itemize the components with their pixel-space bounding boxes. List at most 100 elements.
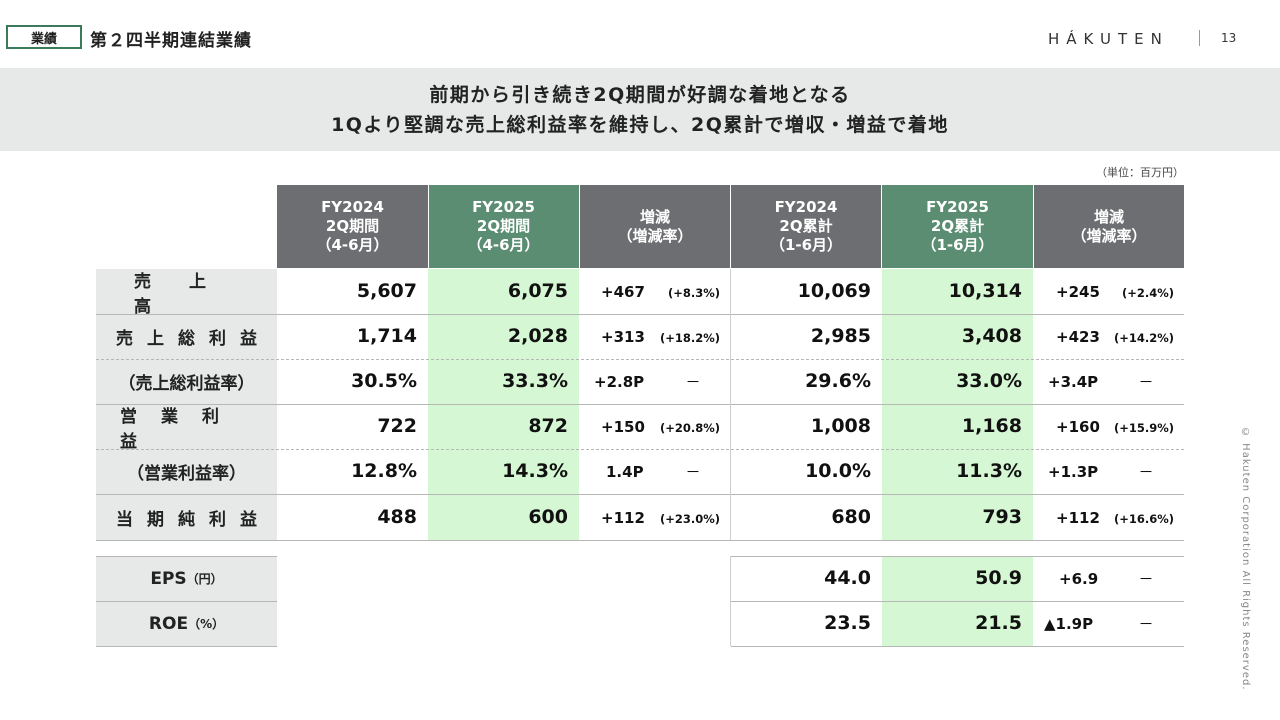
row-divider bbox=[96, 601, 277, 602]
table-cell: 3,408 bbox=[961, 325, 1022, 347]
col-header-line: 増減 bbox=[1093, 207, 1124, 226]
table-cell: 10,314 bbox=[948, 280, 1022, 302]
row-label-roe: ROE （%） bbox=[96, 601, 277, 646]
col-separator bbox=[730, 185, 731, 268]
table-cell: － bbox=[1138, 570, 1154, 588]
page-number: 13 bbox=[1221, 31, 1237, 45]
table-cell: +3.4P bbox=[1048, 373, 1099, 391]
table-cell: (+14.2%) bbox=[1113, 331, 1174, 345]
table-cell: 680 bbox=[831, 506, 871, 528]
table-cell: 872 bbox=[528, 415, 568, 437]
col-separator bbox=[428, 185, 429, 268]
headline-line-2: 1Qより堅調な売上総利益率を維持し、2Q累計で増収・増益で着地 bbox=[331, 113, 949, 136]
row-label-text: 売上高 bbox=[134, 271, 244, 317]
col-header-line: （増減率） bbox=[1071, 226, 1147, 245]
col-header-fy2024-2q-cumulative: FY2024 2Q累計 （1-6月） bbox=[731, 185, 881, 268]
col-header-change-cumulative: 増減 （増減率） bbox=[1034, 185, 1184, 268]
row-label-net-sales: 売上高 bbox=[96, 269, 277, 317]
table-cell: +313 bbox=[601, 328, 645, 346]
row-label-text: 売上総利益 bbox=[116, 329, 271, 349]
table-cell: (+18.2%) bbox=[659, 331, 720, 345]
table-cell: (+2.4%) bbox=[1121, 286, 1174, 300]
table-cell: +6.9 bbox=[1059, 570, 1099, 588]
col-header-line: 2Q累計 bbox=[930, 217, 985, 235]
table-cell: 12.8% bbox=[351, 460, 417, 482]
col-separator bbox=[1033, 185, 1034, 268]
section-tag: 業績 bbox=[6, 25, 82, 49]
table-cell: 488 bbox=[377, 506, 417, 528]
row-divider bbox=[96, 449, 1184, 450]
col-separator bbox=[579, 185, 580, 268]
table-cell: － bbox=[1138, 373, 1154, 391]
col-header-line: （増減率） bbox=[617, 226, 693, 245]
section-separator bbox=[730, 269, 731, 540]
row-label-net-income: 当期純利益 bbox=[96, 494, 277, 540]
col-header-fy2024-2q-period: FY2024 2Q期間 （4-6月） bbox=[277, 185, 428, 268]
col-header-line: 2Q期間 bbox=[325, 217, 380, 235]
table-cell: (+16.6%) bbox=[1113, 512, 1174, 526]
row-label-unit: （円） bbox=[186, 572, 223, 586]
page-title: 第２四半期連結業績 bbox=[90, 31, 252, 51]
row-divider bbox=[96, 359, 1184, 360]
table-cell: (+20.8%) bbox=[659, 421, 720, 435]
row-label-gross-margin: （売上総利益率） bbox=[96, 359, 277, 404]
table-cell: 10,069 bbox=[797, 280, 871, 302]
table-cell: 2,985 bbox=[810, 325, 871, 347]
copyright-notice: © Hakuten Corporation All Rights Reserve… bbox=[1240, 427, 1251, 691]
table-cell: 23.5 bbox=[824, 612, 871, 634]
table-cell: 722 bbox=[377, 415, 417, 437]
col-header-line: （4-6月） bbox=[467, 236, 540, 254]
logo-divider bbox=[1199, 30, 1200, 46]
company-logo: HÁKUTEN bbox=[1048, 30, 1169, 48]
table-cell: 6,075 bbox=[507, 280, 568, 302]
table-cell: 50.9 bbox=[975, 567, 1022, 589]
table-cell: +160 bbox=[1056, 418, 1100, 436]
table-cell: (+8.3%) bbox=[667, 286, 720, 300]
col-header-line: （1-6月） bbox=[921, 236, 994, 254]
col-header-change-period: 増減 （増減率） bbox=[580, 185, 730, 268]
row-divider bbox=[96, 646, 277, 647]
col-header-line: 2Q期間 bbox=[476, 217, 531, 235]
table-cell: 2,028 bbox=[507, 325, 568, 347]
table-cell: +112 bbox=[601, 509, 645, 527]
row-label-text: EPS bbox=[150, 568, 187, 589]
table-cell: (+23.0%) bbox=[659, 512, 720, 526]
row-label-text: 営業利益 bbox=[120, 406, 243, 452]
table-cell: 30.5% bbox=[351, 370, 417, 392]
table-cell: +467 bbox=[601, 283, 645, 301]
row-divider bbox=[731, 646, 1184, 647]
row-label-text: （営業利益率） bbox=[127, 464, 246, 484]
table-cell: +1.3P bbox=[1048, 463, 1099, 481]
headline-banner: 前期から引き続き2Q期間が好調な着地となる 1Qより堅調な売上総利益率を維持し、… bbox=[0, 68, 1280, 151]
col-header-line: FY2024 bbox=[321, 198, 384, 216]
table-cell: － bbox=[685, 463, 701, 481]
table-cell: 33.3% bbox=[502, 370, 568, 392]
col-separator bbox=[881, 185, 882, 268]
row-label-operating-profit: 営業利益 bbox=[96, 404, 277, 452]
table-cell: 11.3% bbox=[956, 460, 1022, 482]
table-cell: +423 bbox=[1056, 328, 1100, 346]
table-cell: 44.0 bbox=[824, 567, 871, 589]
table-cell: 793 bbox=[982, 506, 1022, 528]
unit-note: （単位：百万円） bbox=[1096, 166, 1184, 179]
table-cell: 14.3% bbox=[502, 460, 568, 482]
row-divider bbox=[731, 601, 1184, 602]
row-label-text: 当期純利益 bbox=[116, 509, 271, 530]
table-cell: (+15.9%) bbox=[1113, 421, 1174, 435]
table-cell: 600 bbox=[528, 506, 568, 528]
table-cell: － bbox=[1138, 615, 1154, 633]
table-cell: +112 bbox=[1056, 509, 1100, 527]
table-cell: 33.0% bbox=[956, 370, 1022, 392]
col-header-line: FY2025 bbox=[926, 198, 989, 216]
table-cell: 1,714 bbox=[356, 325, 417, 347]
table-cell: 21.5 bbox=[975, 612, 1022, 634]
row-label-eps: EPS （円） bbox=[96, 556, 277, 601]
row-divider bbox=[96, 540, 1184, 541]
table-cell: 1,008 bbox=[810, 415, 871, 437]
section-separator bbox=[730, 556, 731, 646]
row-label-gross-profit: 売上総利益 bbox=[96, 314, 277, 359]
row-label-unit: （%） bbox=[188, 617, 225, 631]
headline-line-1: 前期から引き続き2Q期間が好調な着地となる bbox=[429, 83, 851, 106]
col-header-line: （1-6月） bbox=[769, 236, 843, 254]
row-divider bbox=[731, 556, 1184, 557]
